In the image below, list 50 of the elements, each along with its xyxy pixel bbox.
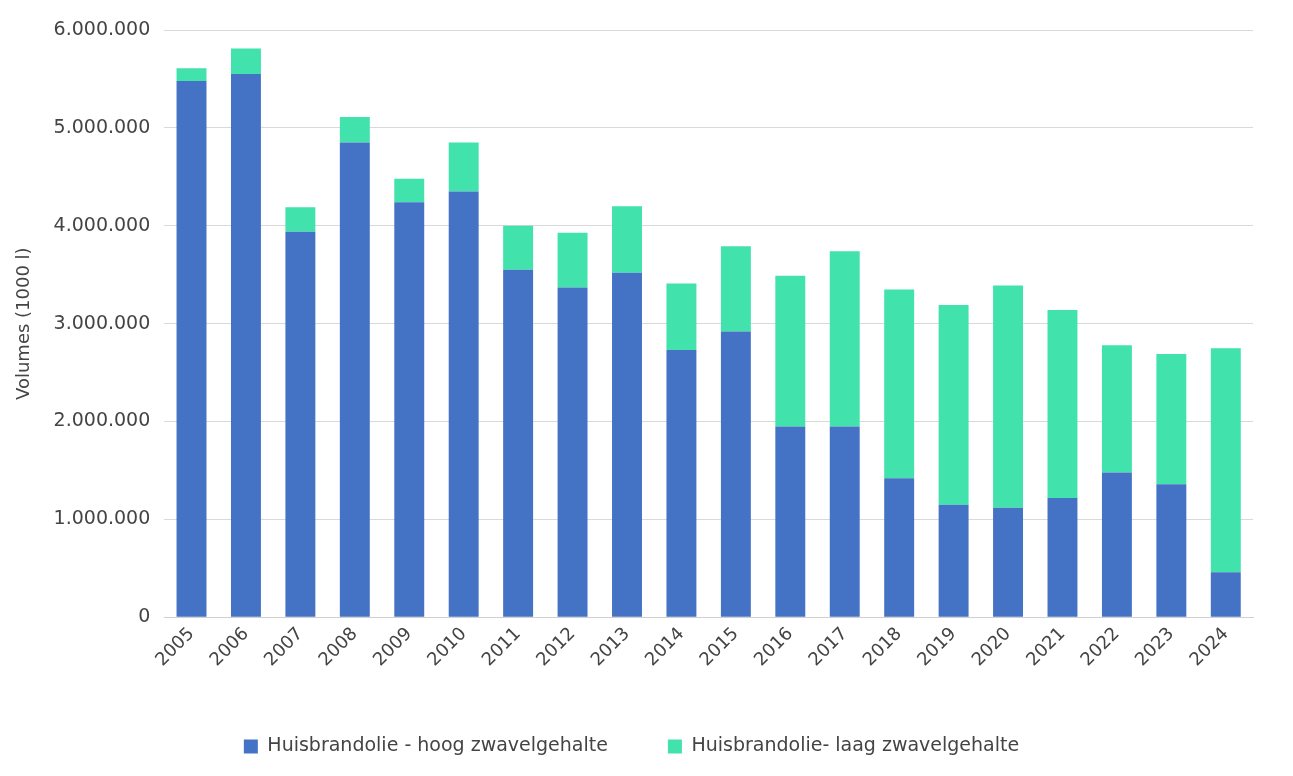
bar xyxy=(448,191,479,617)
bar xyxy=(938,504,969,617)
bar xyxy=(503,225,534,270)
bar xyxy=(176,80,207,617)
bar xyxy=(829,426,860,617)
bar xyxy=(1156,484,1187,617)
bar xyxy=(1047,309,1078,498)
bar xyxy=(829,251,860,427)
bar xyxy=(775,275,806,427)
bar xyxy=(448,142,479,192)
bar xyxy=(230,74,261,617)
bar xyxy=(1156,354,1187,485)
y-tick-label: 4.000.000 xyxy=(53,212,151,235)
y-tick-label: 0 xyxy=(138,604,151,627)
y-tick-label: 5.000.000 xyxy=(53,114,151,137)
bar xyxy=(884,478,915,617)
legend-label: Huisbrandolie - hoog zwavelgehalte xyxy=(267,733,608,756)
bar xyxy=(1047,497,1078,617)
bar xyxy=(503,269,534,617)
bar xyxy=(612,206,642,273)
y-tick-label: 1.000.000 xyxy=(53,506,151,529)
bar xyxy=(176,68,207,81)
bar xyxy=(339,117,370,143)
bar xyxy=(720,246,751,332)
bar xyxy=(993,285,1024,508)
bar xyxy=(1101,472,1132,617)
bar xyxy=(1101,345,1132,473)
bar xyxy=(666,350,697,617)
bar xyxy=(557,232,588,288)
bar xyxy=(557,287,588,617)
bar xyxy=(285,207,316,232)
y-tick-label: 3.000.000 xyxy=(53,310,151,333)
bar xyxy=(339,142,370,617)
bar xyxy=(666,283,697,351)
bar xyxy=(612,272,642,617)
bar xyxy=(1210,348,1241,573)
y-tick-label: 6.000.000 xyxy=(53,16,151,39)
bar xyxy=(394,178,425,203)
bar xyxy=(394,202,425,617)
y-tick-label: 2.000.000 xyxy=(53,408,151,431)
bar xyxy=(1210,572,1241,617)
legend-label: Huisbrandolie- laag zwavelgehalte xyxy=(691,733,1020,756)
bar xyxy=(993,507,1024,617)
bar xyxy=(884,289,915,479)
bar xyxy=(720,331,751,617)
bar xyxy=(230,48,261,75)
y-axis-title: Volumes (1000 l) xyxy=(12,247,34,400)
bar xyxy=(938,305,969,505)
bar xyxy=(775,426,806,617)
bar xyxy=(285,231,316,617)
